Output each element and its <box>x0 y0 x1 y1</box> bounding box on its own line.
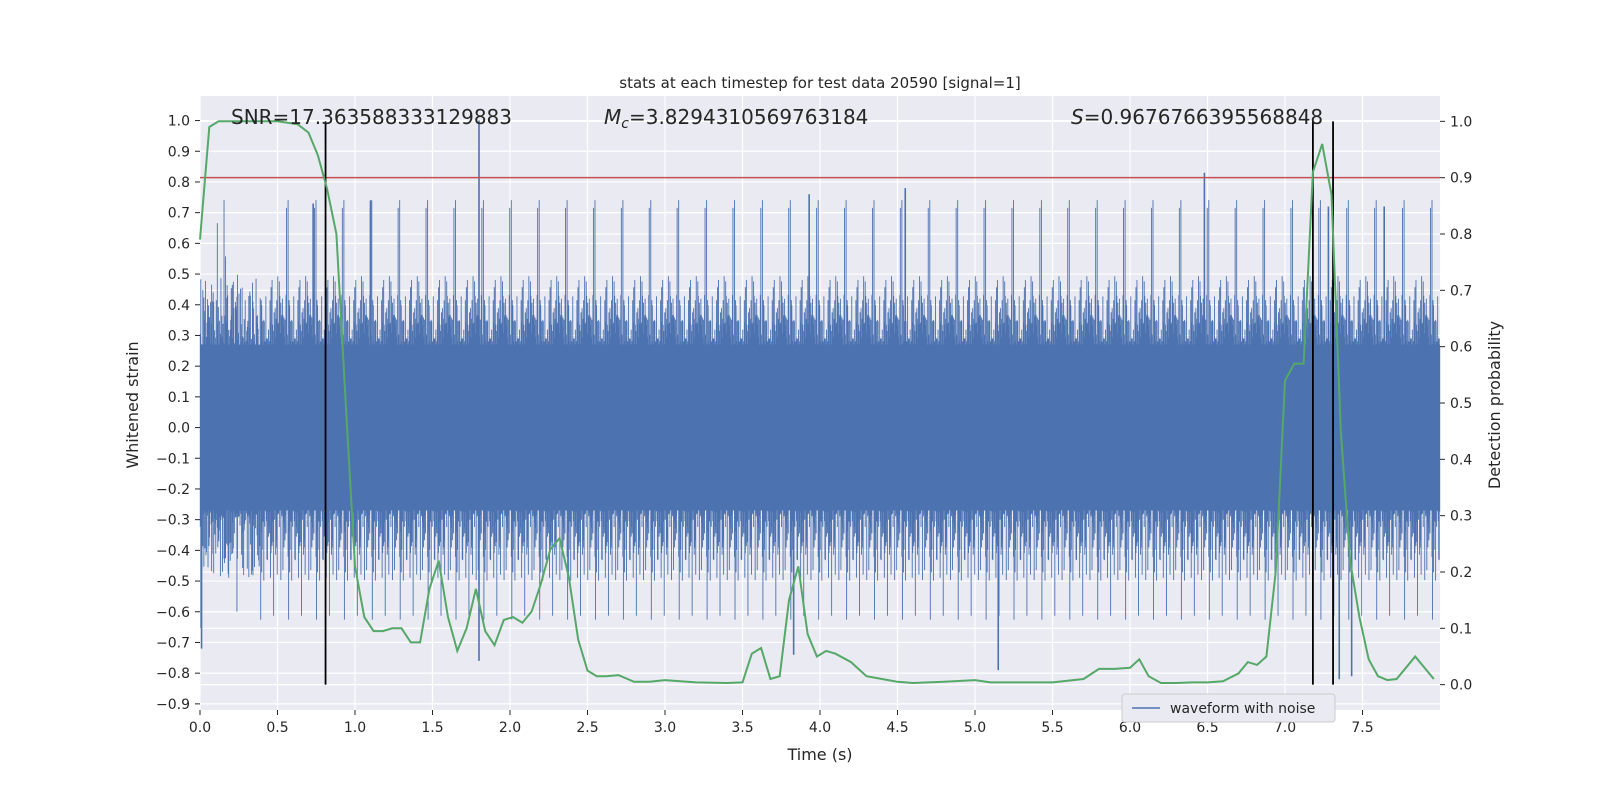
x-tick-label: 0.5 <box>266 720 288 736</box>
legend: waveform with noise <box>1121 693 1336 723</box>
chirp-mass-subscript: c <box>621 116 629 132</box>
x-tick-label: 4.0 <box>809 720 831 736</box>
y2-tick-label: 0.7 <box>1450 283 1472 299</box>
y2-tick-label: 0.8 <box>1450 227 1472 243</box>
y2-tick-label: 0.9 <box>1450 171 1472 187</box>
y2-tick-label: 0.0 <box>1450 678 1472 694</box>
chart-title: stats at each timestep for test data 205… <box>619 74 1020 92</box>
x-tick-label: 3.5 <box>731 720 753 736</box>
chirp-mass-value: =3.8294310569763184 <box>629 105 868 129</box>
x-tick-label: 1.5 <box>421 720 443 736</box>
legend-box <box>1121 693 1336 723</box>
y-axis-ticks: −0.9 −0.8 −0.7 −0.6 −0.5 −0.4 −0.3 −0.2 −0.1 0.0 0… <box>156 114 200 713</box>
y2-tick-label: 0.5 <box>1450 396 1472 412</box>
x-tick-label: 7.0 <box>1274 720 1296 736</box>
y-tick-label: −0.9 <box>156 697 190 713</box>
x-tick-label: 7.5 <box>1351 720 1373 736</box>
x-axis-label: Time (s) <box>786 745 852 764</box>
legend-label-waveform: waveform with noise <box>1170 701 1315 717</box>
x-tick-label: 5.0 <box>964 720 986 736</box>
snr-annotation: SNR=17.363588333129883 <box>231 105 512 129</box>
y-tick-label: 0.1 <box>168 390 190 406</box>
y2-tick-label: 0.4 <box>1450 452 1472 468</box>
y-tick-label: 0.0 <box>168 421 190 437</box>
y-tick-label: 0.6 <box>168 236 190 252</box>
x-tick-label: 5.5 <box>1041 720 1063 736</box>
probability-line <box>199 120 1435 685</box>
chirp-mass-symbol: M <box>604 105 621 129</box>
x-axis-ticks: 0.0 0.5 1.0 1.5 2.0 2.5 3.0 3.5 4.0 4.5 5.0 5.5 6.0 6… <box>189 710 1374 736</box>
y2-axis-ticks: 0.0 0.1 0.2 0.3 0.4 0.5 0.6 0.7 0.8 0.9 1.0 <box>1440 114 1472 694</box>
y-tick-label: 0.3 <box>168 328 190 344</box>
y-tick-label: 0.4 <box>168 298 190 314</box>
y-axis-label: Whitened strain <box>123 341 142 468</box>
y-tick-label: −0.4 <box>156 543 190 559</box>
y-tick-label: −0.1 <box>156 451 190 467</box>
score-value: =0.9676766395568848 <box>1084 105 1323 129</box>
y-tick-label: 0.5 <box>168 267 190 283</box>
probability-series <box>199 120 1435 685</box>
y2-tick-label: 0.3 <box>1450 509 1472 525</box>
score-symbol: S <box>1071 105 1084 129</box>
score-annotation: S=0.9676766395568848 <box>1071 105 1323 129</box>
x-tick-label: 0.0 <box>189 720 211 736</box>
y2-tick-label: 0.2 <box>1450 565 1472 581</box>
x-tick-label: 4.5 <box>886 720 908 736</box>
y-tick-label: −0.8 <box>156 666 190 682</box>
chirp-mass-annotation: Mc=3.8294310569763184 <box>604 105 868 132</box>
x-tick-label: 2.0 <box>499 720 521 736</box>
y-tick-label: 0.8 <box>168 175 190 191</box>
x-tick-label: 6.5 <box>1196 720 1218 736</box>
y-tick-label: −0.5 <box>156 574 190 590</box>
y2-tick-label: 0.6 <box>1450 340 1472 356</box>
x-tick-label: 1.0 <box>344 720 366 736</box>
y-tick-label: 1.0 <box>168 114 190 130</box>
waveform-series <box>199 120 1441 680</box>
x-tick-label: 3.0 <box>654 720 676 736</box>
y-tick-label: −0.6 <box>156 605 190 621</box>
y-tick-label: −0.2 <box>156 482 190 498</box>
y2-axis-label: Detection probability <box>1485 321 1504 489</box>
y-tick-label: −0.3 <box>156 513 190 529</box>
y-tick-label: −0.7 <box>156 635 190 651</box>
y-tick-label: 0.7 <box>168 206 190 222</box>
x-tick-label: 2.5 <box>576 720 598 736</box>
y-tick-label: 0.9 <box>168 144 190 160</box>
x-tick-label: 6.0 <box>1119 720 1141 736</box>
y2-tick-label: 0.1 <box>1450 621 1472 637</box>
waveform-core <box>200 344 1440 511</box>
y2-tick-label: 1.0 <box>1450 114 1472 130</box>
y-tick-label: 0.2 <box>168 359 190 375</box>
